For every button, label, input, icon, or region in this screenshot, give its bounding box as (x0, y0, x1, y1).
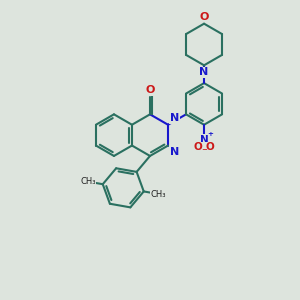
Text: O: O (206, 142, 214, 152)
Text: N: N (200, 135, 208, 145)
Text: −: − (201, 146, 207, 152)
Text: O: O (200, 12, 209, 22)
Text: CH₃: CH₃ (80, 177, 96, 186)
Text: +: + (207, 131, 213, 137)
Text: O: O (145, 85, 155, 95)
Text: N: N (200, 67, 209, 77)
Text: O: O (194, 142, 203, 152)
Text: N: N (170, 147, 179, 157)
Text: N: N (170, 113, 179, 123)
Text: CH₃: CH₃ (151, 190, 166, 199)
